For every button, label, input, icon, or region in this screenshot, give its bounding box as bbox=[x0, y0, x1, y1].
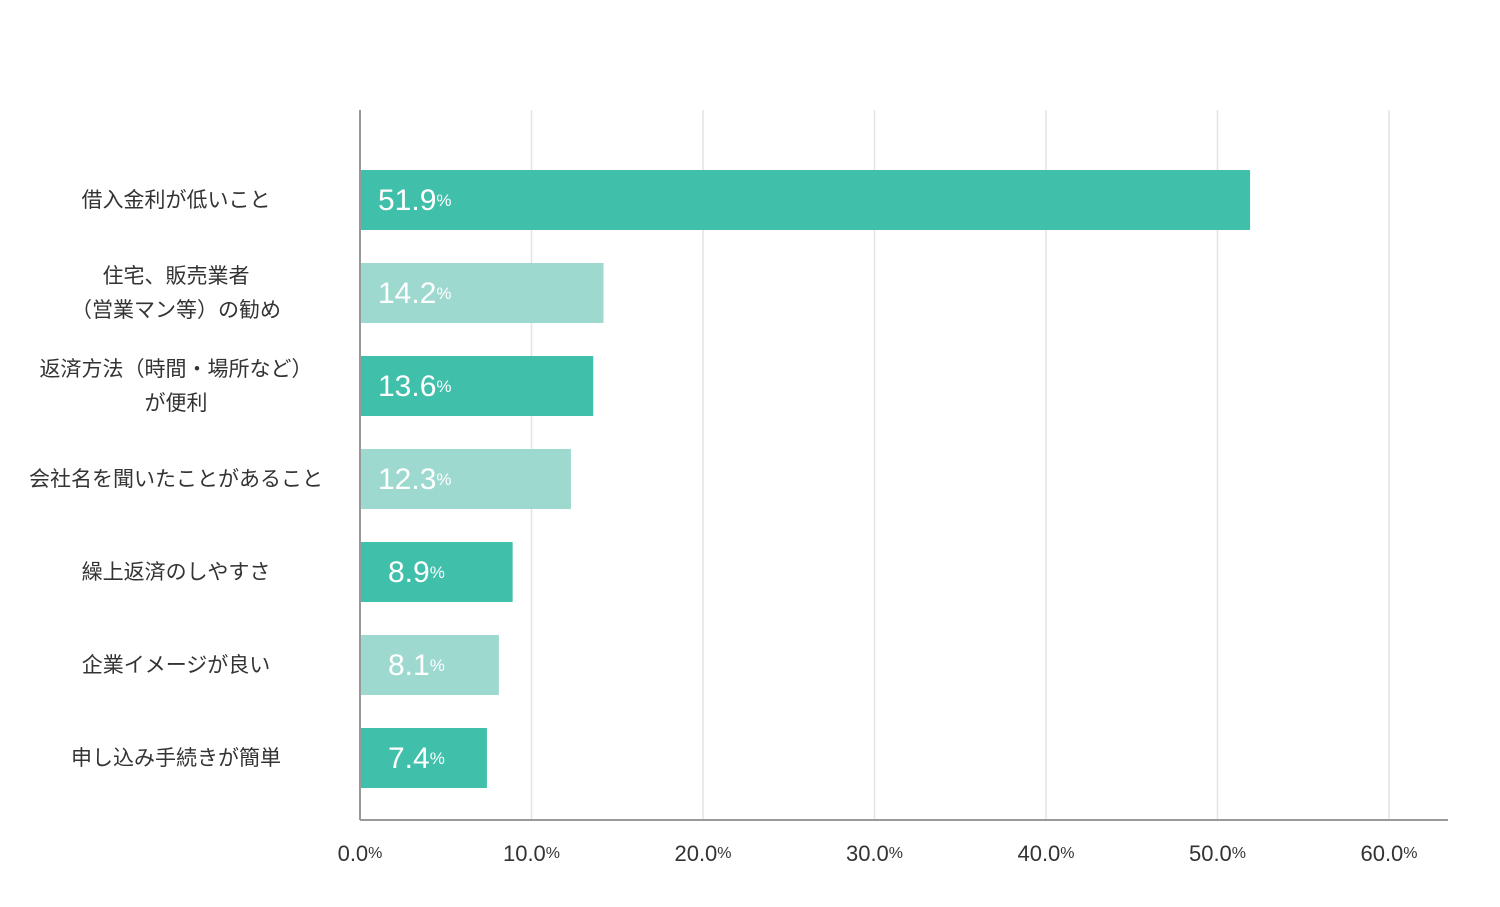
category-label-line: 住宅、販売業者 bbox=[103, 264, 250, 288]
tick-unit: % bbox=[1403, 845, 1417, 862]
x-tick-label-5: 50.0% bbox=[1189, 841, 1246, 866]
tick-unit: % bbox=[546, 845, 560, 862]
value-number: 8.9 bbox=[388, 556, 430, 589]
x-tick-label-6: 60.0% bbox=[1360, 841, 1417, 866]
tick-number: 20.0 bbox=[674, 841, 717, 866]
bar-5 bbox=[361, 635, 499, 695]
bar-1 bbox=[361, 263, 604, 323]
value-unit: % bbox=[436, 284, 451, 303]
category-label-1: 住宅、販売業者 （営業マン等）の勧め bbox=[71, 264, 281, 322]
category-label-line: が便利 bbox=[145, 391, 208, 415]
value-labels: 51.9%14.2%13.6%12.3%8.9%8.1%7.4% bbox=[378, 184, 452, 775]
tick-unit: % bbox=[1060, 845, 1074, 862]
category-label-line: 企業イメージが良い bbox=[82, 653, 271, 677]
x-tick-label-0: 0.0% bbox=[338, 841, 383, 866]
tick-number: 60.0 bbox=[1360, 841, 1403, 866]
category-label-line: 申し込み手続きが簡単 bbox=[71, 746, 281, 770]
x-tick-label-2: 20.0% bbox=[674, 841, 731, 866]
value-number: 7.4 bbox=[388, 742, 430, 775]
bar-2 bbox=[361, 356, 594, 416]
value-unit: % bbox=[430, 563, 445, 582]
tick-unit: % bbox=[889, 845, 903, 862]
value-label-2: 13.6% bbox=[378, 370, 452, 403]
value-label-1: 14.2% bbox=[378, 277, 452, 310]
value-label-4: 8.9% bbox=[388, 556, 445, 589]
category-label-line: 返済方法（時間・場所など） bbox=[40, 357, 313, 381]
category-label-3: 会社名を聞いたことがあること bbox=[29, 467, 323, 491]
value-number: 12.3 bbox=[378, 463, 436, 496]
tick-number: 50.0 bbox=[1189, 841, 1232, 866]
tick-unit: % bbox=[368, 845, 382, 862]
value-number: 8.1 bbox=[388, 649, 430, 682]
category-label-2: 返済方法（時間・場所など） が便利 bbox=[40, 357, 313, 415]
bar-3 bbox=[361, 449, 571, 509]
value-label-0: 51.9% bbox=[378, 184, 452, 217]
value-number: 14.2 bbox=[378, 277, 436, 310]
axes bbox=[359, 110, 1448, 821]
tick-number: 10.0 bbox=[503, 841, 546, 866]
category-label-5: 企業イメージが良い bbox=[82, 653, 271, 677]
category-label-0: 借入金利が低いこと bbox=[82, 188, 271, 212]
x-tick-label-3: 30.0% bbox=[846, 841, 903, 866]
x-tick-labels: 0.0% 10.0% 20.0% 30.0% 40.0% 50.0% 60.0% bbox=[338, 841, 1418, 866]
bar-0 bbox=[361, 170, 1251, 230]
tick-number: 30.0 bbox=[846, 841, 889, 866]
category-label-line: 繰上返済のしやすさ bbox=[82, 560, 271, 584]
value-unit: % bbox=[430, 749, 445, 768]
category-label-line: （営業マン等）の勧め bbox=[71, 298, 281, 322]
x-tick-label-4: 40.0% bbox=[1017, 841, 1074, 866]
category-label-line: 借入金利が低いこと bbox=[82, 188, 271, 212]
value-unit: % bbox=[436, 377, 451, 396]
value-unit: % bbox=[436, 191, 451, 210]
tick-number: 0.0 bbox=[338, 841, 369, 866]
bars bbox=[361, 170, 1251, 788]
value-unit: % bbox=[430, 656, 445, 675]
value-label-6: 7.4% bbox=[388, 742, 445, 775]
category-label-line: 会社名を聞いたことがあること bbox=[29, 467, 323, 491]
value-label-5: 8.1% bbox=[388, 649, 445, 682]
value-number: 13.6 bbox=[378, 370, 436, 403]
category-label-6: 申し込み手続きが簡単 bbox=[71, 746, 281, 770]
value-label-3: 12.3% bbox=[378, 463, 452, 496]
category-label-4: 繰上返済のしやすさ bbox=[82, 560, 271, 584]
tick-number: 40.0 bbox=[1017, 841, 1060, 866]
x-tick-label-1: 10.0% bbox=[503, 841, 560, 866]
bar-6 bbox=[361, 728, 487, 788]
tick-unit: % bbox=[717, 845, 731, 862]
tick-unit: % bbox=[1232, 845, 1246, 862]
value-unit: % bbox=[436, 470, 451, 489]
bar-4 bbox=[361, 542, 513, 602]
value-number: 51.9 bbox=[378, 184, 436, 217]
